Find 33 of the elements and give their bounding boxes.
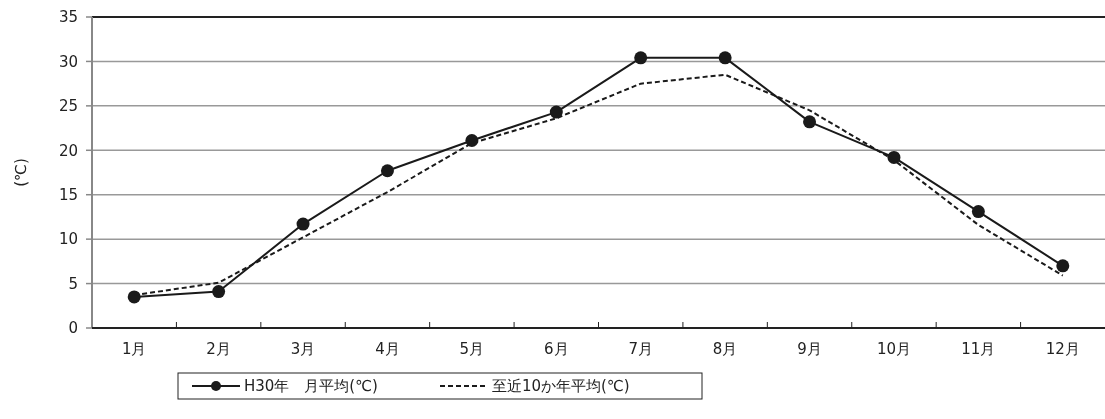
y-tick-label: 10 bbox=[58, 230, 78, 249]
x-tick-label: 2月 bbox=[206, 340, 231, 358]
point bbox=[296, 217, 310, 231]
y-tick-label: 35 bbox=[58, 8, 78, 27]
x-tick-label: 8月 bbox=[712, 340, 738, 358]
point bbox=[212, 285, 226, 299]
legend-label: 至近10か年平均(℃) bbox=[492, 377, 630, 396]
point bbox=[634, 51, 648, 65]
point bbox=[549, 105, 563, 119]
x-tick-label: 11月 bbox=[961, 340, 996, 358]
y-tick-label: 0 bbox=[68, 319, 78, 338]
x-tick-label: 4月 bbox=[375, 340, 400, 358]
y-tick-label: 30 bbox=[58, 52, 78, 71]
point bbox=[971, 205, 985, 219]
x-tick-label: 9月 bbox=[797, 340, 822, 358]
legend-label: H30年 月平均(℃) bbox=[244, 377, 378, 396]
y-tick-label: 15 bbox=[58, 185, 78, 204]
y-tick-label: 25 bbox=[58, 97, 78, 116]
point bbox=[887, 150, 901, 164]
x-tick-label: 10月 bbox=[876, 340, 912, 358]
y-tick-label: 5 bbox=[68, 274, 78, 293]
y-axis-title: (℃) bbox=[12, 158, 30, 187]
point bbox=[803, 115, 817, 129]
y-tick-label: 20 bbox=[58, 141, 78, 160]
point bbox=[1056, 259, 1070, 273]
x-tick-label: 12月 bbox=[1045, 340, 1080, 358]
point bbox=[718, 51, 732, 65]
point bbox=[380, 164, 394, 178]
x-tick-label: 3月 bbox=[290, 340, 316, 358]
x-tick-label: 1月 bbox=[121, 340, 147, 358]
x-tick-label: 5月 bbox=[459, 340, 485, 358]
x-tick-label: 7月 bbox=[628, 340, 653, 358]
x-tick-label: 6月 bbox=[544, 340, 569, 358]
